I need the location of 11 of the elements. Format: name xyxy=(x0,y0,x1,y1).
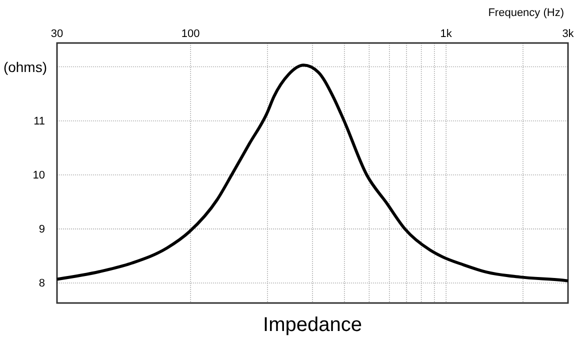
text: Impedance xyxy=(263,314,362,336)
y-tick-label: 11 xyxy=(34,115,45,128)
y-tick-label: 8 xyxy=(38,278,45,290)
y-axis-title: (ohms) xyxy=(3,58,47,75)
x-tick-label: 30 xyxy=(50,28,64,40)
y-tick-label: 10 xyxy=(32,169,45,182)
x-axis-title: Frequency (Hz) xyxy=(488,7,564,19)
x-tick-label: 100 xyxy=(181,28,200,40)
x-tick-label: 3k xyxy=(562,28,574,40)
x-tick-label: 1k xyxy=(440,28,452,40)
y-tick-label: 9 xyxy=(38,223,45,236)
